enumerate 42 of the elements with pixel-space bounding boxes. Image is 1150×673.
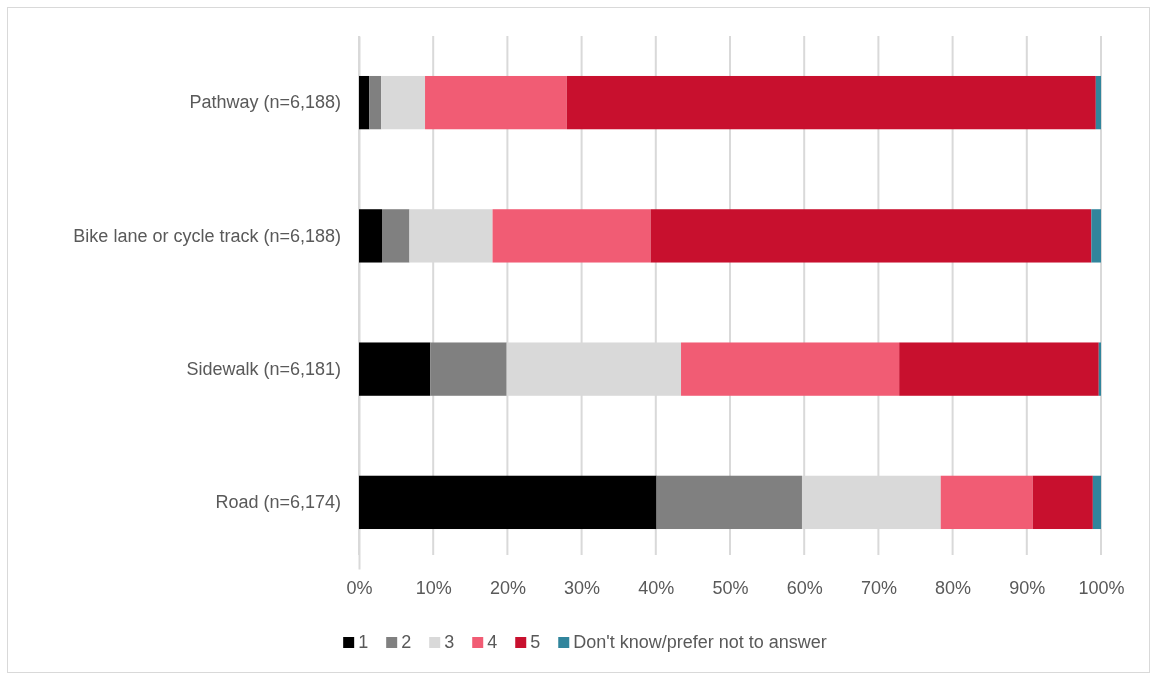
bar xyxy=(1032,475,1093,530)
bar xyxy=(425,75,567,130)
y-tick-label: Pathway (n=6,188) xyxy=(189,92,341,113)
bar xyxy=(1091,209,1101,263)
x-tick-label: 90% xyxy=(1009,577,1046,598)
x-tick-label: 10% xyxy=(415,577,452,598)
legend-label: 4 xyxy=(487,632,498,652)
x-tick-label: 60% xyxy=(786,577,823,598)
bar xyxy=(359,475,657,530)
bar xyxy=(359,342,431,396)
legend-label: 3 xyxy=(444,632,455,652)
bar xyxy=(650,209,1092,263)
x-tick-label: 100% xyxy=(1078,577,1125,598)
bar xyxy=(381,75,426,130)
bar xyxy=(359,209,382,263)
bar xyxy=(566,75,1096,130)
bar xyxy=(1092,475,1101,530)
x-tick-label: 70% xyxy=(860,577,897,598)
legend-label: Don't know/prefer not to answer xyxy=(573,632,827,652)
bar xyxy=(899,342,1099,396)
x-tick-label: 40% xyxy=(638,577,675,598)
legend-label: 1 xyxy=(358,632,369,652)
bar xyxy=(940,475,1033,530)
x-tick-label: 80% xyxy=(935,577,972,598)
x-tick-label: 50% xyxy=(712,577,749,598)
x-tick-label: 0% xyxy=(346,577,373,598)
x-tick-label: 30% xyxy=(564,577,601,598)
legend-label: 5 xyxy=(530,632,541,652)
bar xyxy=(1095,75,1101,130)
y-tick-label: Bike lane or cycle track (n=6,188) xyxy=(73,225,341,246)
bar xyxy=(656,475,802,530)
x-tick-label: 20% xyxy=(489,577,526,598)
y-tick-label: Sidewalk (n=6,181) xyxy=(186,358,341,379)
bar xyxy=(681,342,900,396)
bar xyxy=(359,75,370,130)
y-tick-label: Road (n=6,174) xyxy=(215,492,341,513)
bar xyxy=(382,209,410,263)
bar xyxy=(1098,342,1101,396)
bar xyxy=(492,209,651,263)
bar xyxy=(430,342,507,396)
legend-label: 2 xyxy=(401,632,412,652)
bar xyxy=(369,75,382,130)
